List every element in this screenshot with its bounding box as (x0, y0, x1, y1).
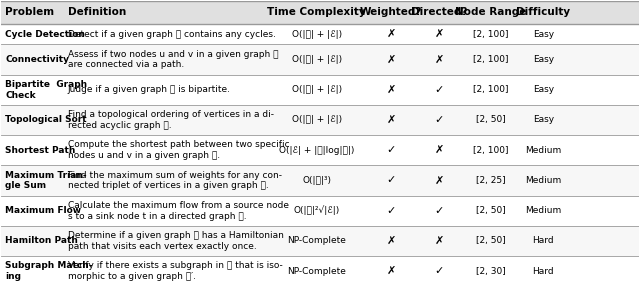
Text: [2, 100]: [2, 100] (474, 85, 509, 94)
Text: O(|𝑉| + |ℰ|): O(|𝑉| + |ℰ|) (292, 115, 342, 125)
Text: ✓: ✓ (387, 206, 396, 216)
FancyBboxPatch shape (1, 105, 639, 135)
Text: Maximum Flow: Maximum Flow (5, 206, 81, 215)
Text: [2, 100]: [2, 100] (474, 55, 509, 64)
Text: Weighted?: Weighted? (360, 7, 422, 18)
Text: ✗: ✗ (435, 29, 444, 39)
Text: ✗: ✗ (387, 236, 396, 246)
Text: Maximum Trian-
gle Sum: Maximum Trian- gle Sum (5, 170, 87, 190)
FancyBboxPatch shape (1, 165, 639, 195)
Text: Subgraph Match-
ing: Subgraph Match- ing (5, 261, 93, 281)
Text: Verify if there exists a subgraph in 𝔺 that is iso-
morphic to a given graph 𝔺′.: Verify if there exists a subgraph in 𝔺 t… (68, 261, 282, 281)
FancyBboxPatch shape (1, 256, 639, 286)
Text: ✓: ✓ (387, 145, 396, 155)
Text: ✓: ✓ (435, 85, 444, 95)
Text: O(|𝑉| + |ℰ|): O(|𝑉| + |ℰ|) (292, 55, 342, 64)
Text: [2, 25]: [2, 25] (476, 176, 506, 185)
Text: NP-Complete: NP-Complete (287, 236, 346, 245)
Text: ✗: ✗ (387, 115, 396, 125)
Text: [2, 100]: [2, 100] (474, 30, 509, 39)
Text: O(|𝑉| + |ℰ|): O(|𝑉| + |ℰ|) (292, 30, 342, 39)
Text: ✗: ✗ (387, 85, 396, 95)
Text: Medium: Medium (525, 146, 561, 155)
Text: Find the maximum sum of weights for any con-
nected triplet of vertices in a giv: Find the maximum sum of weights for any … (68, 170, 282, 190)
FancyBboxPatch shape (1, 1, 639, 24)
Text: ✗: ✗ (387, 266, 396, 276)
Text: Hamilton Path: Hamilton Path (5, 236, 78, 245)
FancyBboxPatch shape (1, 24, 639, 44)
Text: O(|ℰ| + |𝑉|log|𝑉|): O(|ℰ| + |𝑉|log|𝑉|) (279, 146, 355, 155)
Text: Medium: Medium (525, 176, 561, 185)
FancyBboxPatch shape (1, 135, 639, 165)
Text: Medium: Medium (525, 206, 561, 215)
Text: ✗: ✗ (435, 145, 444, 155)
Text: Judge if a given graph 𝔺 is bipartite.: Judge if a given graph 𝔺 is bipartite. (68, 85, 231, 94)
Text: NP-Complete: NP-Complete (287, 267, 346, 276)
Text: Difficulty: Difficulty (516, 7, 570, 18)
Text: Easy: Easy (532, 30, 554, 39)
Text: ✗: ✗ (435, 175, 444, 185)
Text: Definition: Definition (68, 7, 126, 18)
Text: ✓: ✓ (387, 175, 396, 185)
Text: Detect if a given graph 𝔺 contains any cycles.: Detect if a given graph 𝔺 contains any c… (68, 30, 276, 39)
Text: ✗: ✗ (387, 55, 396, 64)
Text: Node Range: Node Range (456, 7, 527, 18)
Text: ✓: ✓ (435, 266, 444, 276)
FancyBboxPatch shape (1, 195, 639, 226)
Text: Easy: Easy (532, 55, 554, 64)
Text: Time Complexity: Time Complexity (268, 7, 366, 18)
Text: Easy: Easy (532, 115, 554, 125)
Text: Determine if a given graph 𝔺 has a Hamiltonian
path that visits each vertex exac: Determine if a given graph 𝔺 has a Hamil… (68, 231, 284, 251)
Text: Cycle Detection: Cycle Detection (5, 30, 85, 39)
Text: Bipartite  Graph
Check: Bipartite Graph Check (5, 80, 87, 100)
Text: Find a topological ordering of vertices in a di-
rected acyclic graph 𝔺.: Find a topological ordering of vertices … (68, 110, 274, 130)
FancyBboxPatch shape (1, 75, 639, 105)
Text: ✓: ✓ (435, 206, 444, 216)
Text: Shortest Path: Shortest Path (5, 146, 76, 155)
Text: [2, 50]: [2, 50] (476, 206, 506, 215)
Text: [2, 50]: [2, 50] (476, 236, 506, 245)
Text: Assess if two nodes u and v in a given graph 𝔺
are connected via a path.: Assess if two nodes u and v in a given g… (68, 50, 278, 69)
FancyBboxPatch shape (1, 226, 639, 256)
Text: [2, 100]: [2, 100] (474, 146, 509, 155)
Text: O(|𝑉|³): O(|𝑉|³) (302, 176, 332, 185)
Text: Compute the shortest path between two specific
nodes u and v in a given graph 𝔺.: Compute the shortest path between two sp… (68, 140, 289, 160)
Text: Connectivity: Connectivity (5, 55, 69, 64)
Text: O(|𝑉| + |ℰ|): O(|𝑉| + |ℰ|) (292, 85, 342, 94)
Text: [2, 30]: [2, 30] (476, 267, 506, 276)
Text: Calculate the maximum flow from a source node
s to a sink node t in a directed g: Calculate the maximum flow from a source… (68, 201, 289, 220)
Text: Directed?: Directed? (411, 7, 467, 18)
Text: [2, 50]: [2, 50] (476, 115, 506, 125)
Text: Topological Sort: Topological Sort (5, 115, 87, 125)
Text: Easy: Easy (532, 85, 554, 94)
Text: Hard: Hard (532, 267, 554, 276)
FancyBboxPatch shape (1, 44, 639, 75)
Text: Hard: Hard (532, 236, 554, 245)
Text: ✓: ✓ (435, 115, 444, 125)
Text: ✗: ✗ (435, 236, 444, 246)
Text: ✗: ✗ (435, 55, 444, 64)
Text: Problem: Problem (5, 7, 54, 18)
Text: ✗: ✗ (387, 29, 396, 39)
Text: O(|𝑉|²√|ℰ|): O(|𝑉|²√|ℰ|) (294, 206, 340, 216)
